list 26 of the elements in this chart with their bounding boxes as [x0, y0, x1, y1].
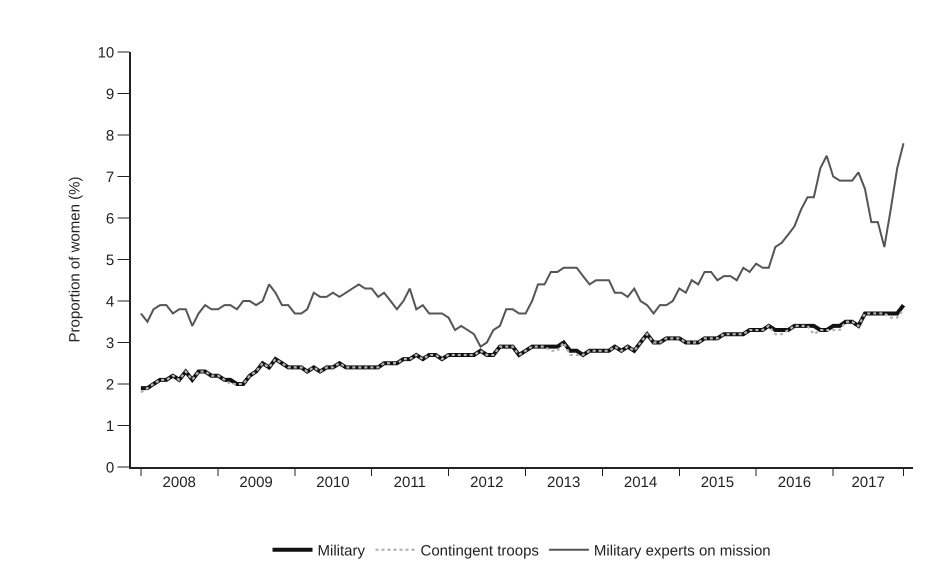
y-tick-label: 4 [106, 293, 114, 310]
y-tick-label: 6 [106, 210, 114, 228]
y-tick-label: 1 [106, 418, 114, 435]
y-tick-label: 3 [106, 334, 114, 352]
x-tick-label: 2015 [700, 474, 734, 491]
legend-label: Military experts on mission [594, 542, 771, 560]
y-tick-label: 7 [106, 168, 114, 186]
x-tick-label: 2013 [547, 474, 580, 491]
y-tick-label: 10 [98, 44, 114, 62]
y-tick-label: 8 [106, 127, 114, 144]
y-axis-title: Proportion of women (%) [66, 176, 84, 342]
line-series [140, 142, 905, 348]
x-tick-label: 2016 [778, 474, 812, 491]
y-tick-label: 5 [106, 252, 114, 269]
legend-label: Contingent troops [420, 542, 539, 560]
x-tick-label: 2014 [624, 474, 658, 491]
x-tick-label: 2009 [239, 474, 273, 491]
x-tick-label: 2010 [316, 474, 350, 491]
y-tick-label: 9 [106, 86, 114, 103]
legend-label: Military [318, 542, 366, 560]
x-tick-label: 2017 [851, 474, 885, 491]
x-tick-label: 2012 [470, 474, 504, 491]
x-tick-label: 2008 [162, 474, 196, 491]
y-tick-label: 0 [106, 459, 114, 476]
y-tick-label: 2 [106, 376, 114, 394]
x-tick-label: 2011 [394, 474, 426, 491]
